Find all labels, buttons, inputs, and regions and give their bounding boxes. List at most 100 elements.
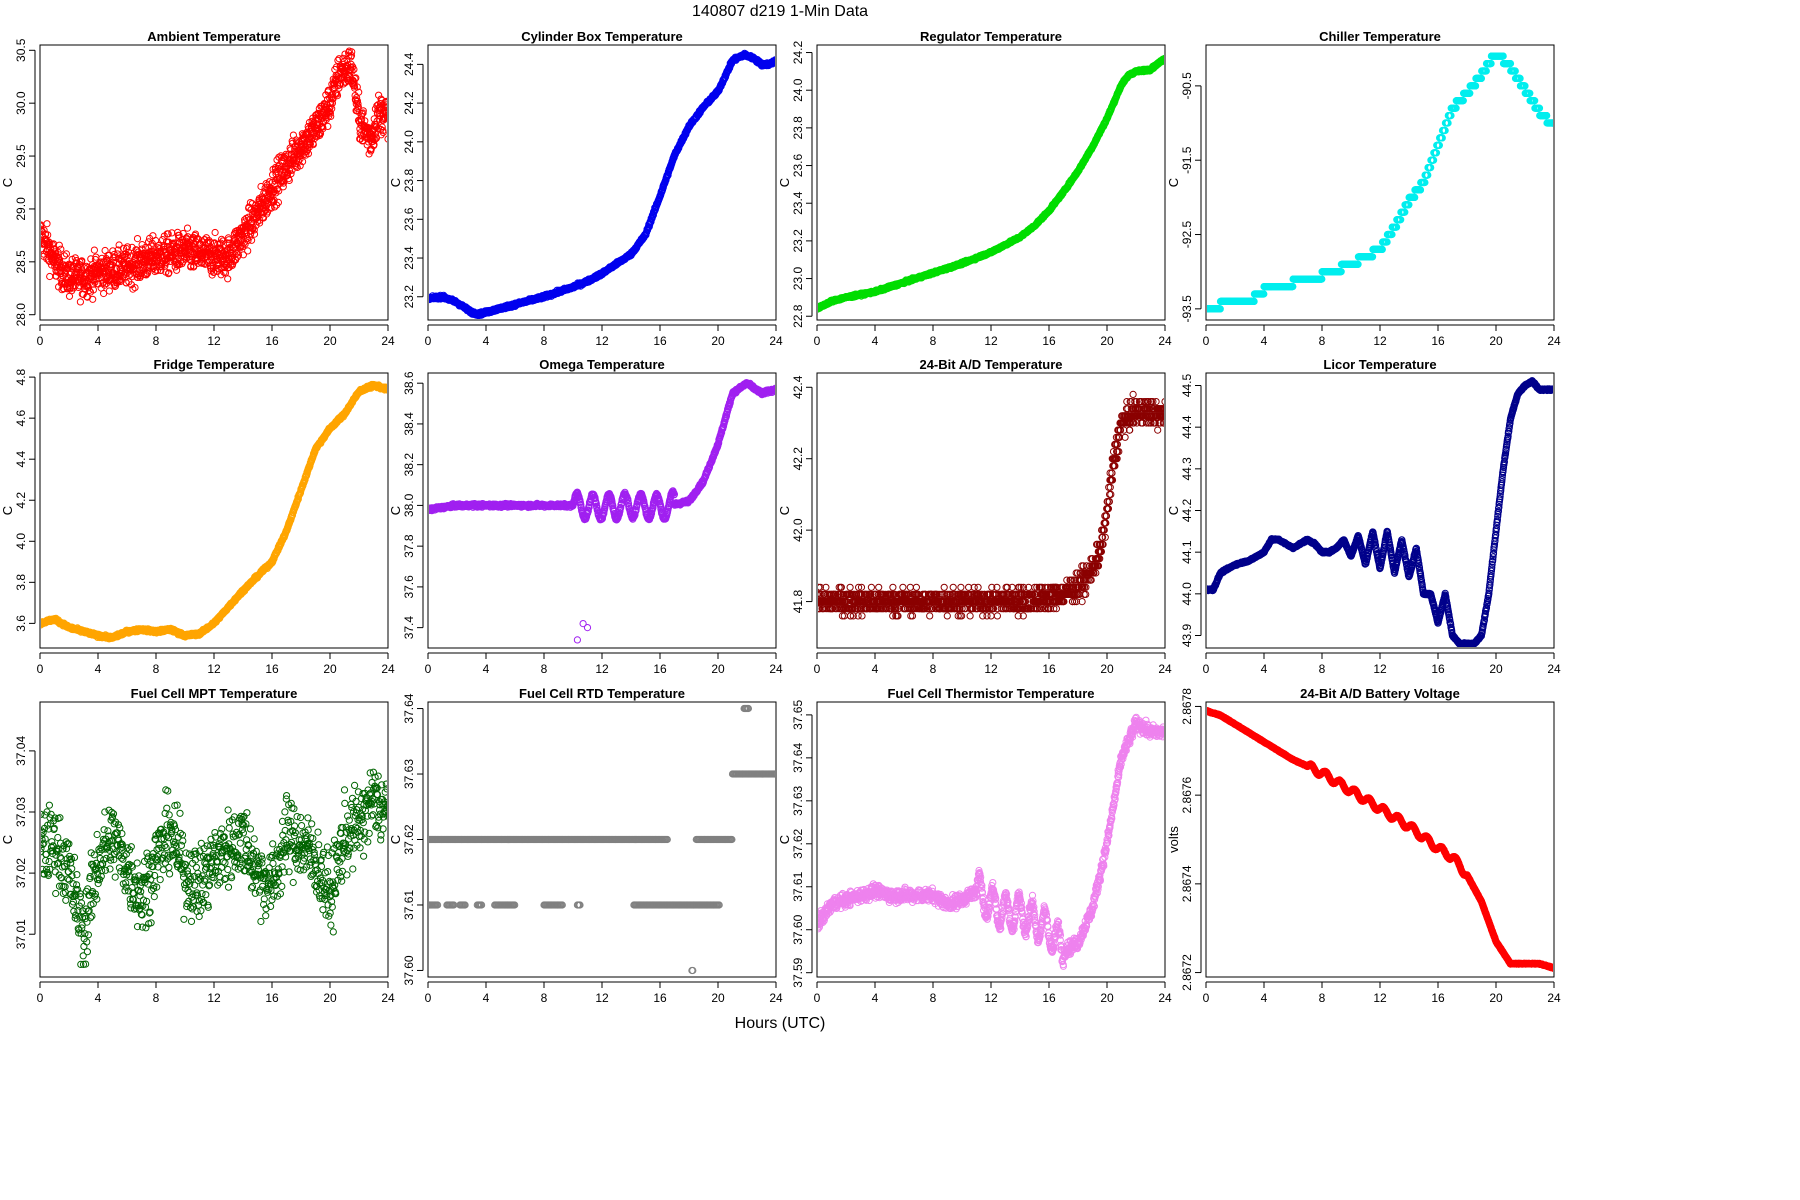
data-point: [44, 231, 52, 239]
x-axis: 0 4 8 12 16 20 24: [814, 324, 1172, 348]
data-point: [301, 143, 309, 152]
x-tick-label: 0: [37, 334, 44, 348]
data-point: [287, 170, 295, 178]
data-point: [244, 236, 252, 245]
plot-frame: [39, 44, 389, 321]
y-tick-label: 30.5: [14, 38, 28, 62]
x-tick-label: 4: [872, 334, 879, 348]
panel-title: Chiller Temperature: [1319, 29, 1441, 44]
x-tick-label: 24: [1158, 334, 1172, 348]
plot-frame: [816, 44, 1166, 321]
data-point: [224, 275, 232, 283]
data-points: [818, 54, 1164, 313]
data-point: [233, 249, 241, 258]
y-axis: 22.823.023.223.423.623.824.024.2: [791, 41, 813, 328]
data-point: [162, 258, 170, 266]
data-point: [381, 106, 387, 114]
y-tick-label: 24.2: [791, 41, 805, 65]
y-tick-label: 28.0: [14, 303, 28, 327]
data-point: [41, 226, 48, 234]
data-point: [105, 287, 114, 295]
x-tick-label: 20: [1100, 334, 1114, 348]
x-tick-label: 20: [711, 334, 725, 348]
data-point: [76, 298, 85, 306]
x-tick-label: 16: [265, 334, 279, 348]
data-point: [168, 229, 176, 237]
panel-title: Cylinder Box Temperature: [521, 29, 683, 44]
data-point: [347, 52, 356, 60]
data-point: [46, 272, 54, 281]
data-point: [336, 81, 344, 89]
data-point: [369, 134, 377, 142]
y-tick-label: 23.6: [402, 207, 416, 231]
data-point: [375, 91, 383, 99]
y-tick-label: 23.8: [402, 169, 416, 193]
data-point: [335, 84, 343, 92]
data-point: [359, 107, 367, 115]
y-axis-label: C: [388, 178, 403, 187]
data-point: [78, 257, 86, 265]
data-point: [256, 219, 264, 227]
y-tick-label: 23.4: [791, 191, 805, 215]
y-tick-label: 24.4: [402, 52, 416, 76]
x-tick-label: 0: [814, 334, 821, 348]
data-point: [175, 234, 183, 242]
y-tick-label: 24.0: [402, 130, 416, 154]
data-point: [772, 57, 775, 65]
data-point: [1250, 297, 1258, 305]
data-point: [90, 246, 99, 254]
data-point: [142, 271, 150, 279]
data-point: [298, 130, 306, 138]
data-point: [133, 235, 142, 243]
data-point: [771, 56, 775, 64]
data-point: [351, 75, 359, 83]
data-point: [43, 220, 51, 228]
data-point: [381, 108, 387, 116]
data-point: [100, 289, 108, 298]
x-axis: 0 4 8 12 16 20 24: [37, 324, 395, 348]
data-point: [328, 105, 336, 113]
data-point: [384, 135, 387, 143]
data-point: [248, 236, 256, 244]
data-point: [379, 128, 387, 137]
data-points: [429, 49, 775, 319]
x-tick-label: 4: [95, 334, 102, 348]
y-tick-label: 24.2: [402, 91, 416, 115]
data-point: [183, 224, 192, 232]
data-point: [267, 204, 275, 212]
data-point: [123, 252, 131, 260]
data-point: [89, 286, 98, 294]
y-tick-label: 23.0: [791, 267, 805, 291]
data-points: [41, 47, 387, 306]
data-point: [123, 243, 132, 251]
data-point: [252, 221, 260, 229]
data-point: [218, 235, 226, 243]
data-point: [55, 241, 63, 249]
y-axis-label: C: [1166, 178, 1181, 187]
data-point: [1289, 283, 1297, 291]
x-tick-label: 16: [653, 334, 667, 348]
y-tick-label: 23.6: [791, 154, 805, 178]
data-point: [350, 65, 358, 74]
x-tick-label: 8: [930, 334, 937, 348]
data-point: [328, 99, 336, 107]
x-tick-label: 20: [323, 334, 337, 348]
data-point: [352, 74, 360, 82]
y-axis: 23.223.423.623.824.024.224.4: [402, 52, 424, 308]
x-tick-label: 4: [483, 334, 490, 348]
data-point: [214, 264, 222, 273]
data-point: [131, 284, 139, 292]
y-tick-label: 29.5: [14, 144, 28, 168]
data-point: [296, 162, 304, 170]
panel-title: Ambient Temperature: [147, 29, 280, 44]
data-point: [355, 88, 363, 96]
data-point: [370, 140, 378, 149]
data-point: [383, 114, 387, 122]
data-point: [234, 251, 243, 259]
data-point: [85, 286, 93, 295]
data-point: [89, 295, 97, 303]
data-point: [378, 123, 386, 131]
x-tick-label: 12: [984, 334, 998, 348]
